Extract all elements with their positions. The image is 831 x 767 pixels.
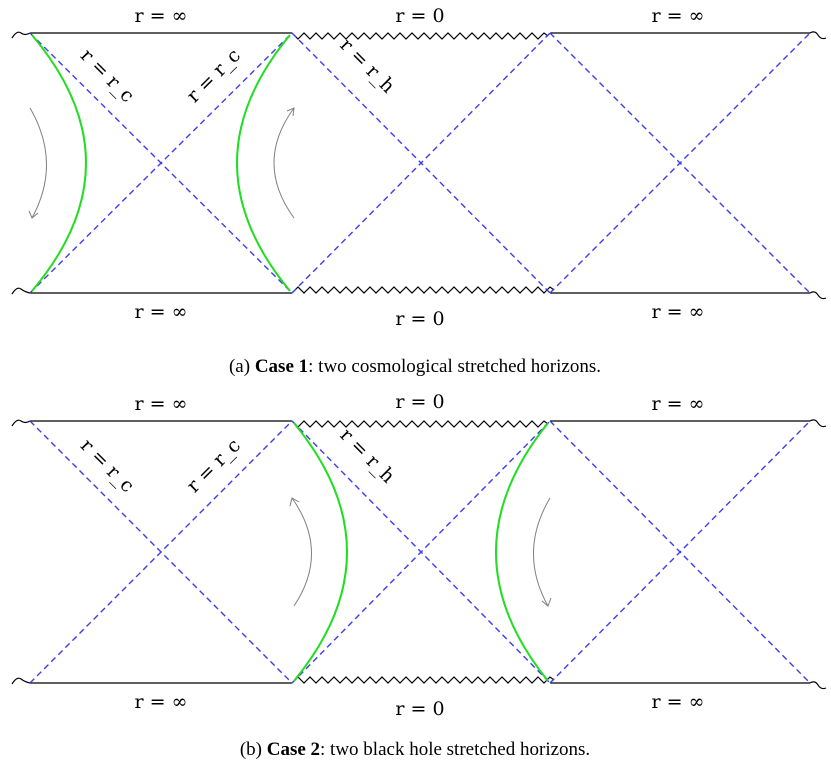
- stretched-horizons: [31, 34, 291, 292]
- stretched-horizon-right: [495, 422, 549, 682]
- top-label-left: r = ∞: [135, 393, 188, 415]
- horizon-label-rc-left: r = r_c: [76, 435, 138, 497]
- stretched-horizon-left: [293, 422, 348, 682]
- horizon-2: [29, 420, 293, 684]
- stretched-horizon-left: [31, 34, 87, 292]
- horizon-label-rh: r = r_h: [335, 34, 399, 98]
- top-left-wiggle: [11, 31, 31, 39]
- bottom-right-wiggle: [809, 291, 827, 300]
- top-boundary: [11, 31, 827, 40]
- flow-arrows: [289, 497, 552, 607]
- bottom-singularity-zigzag: [291, 286, 555, 294]
- horizon-lines: [29, 32, 811, 294]
- top-right-wiggle: [809, 31, 827, 40]
- bottom-right-wiggle: [809, 681, 827, 690]
- flow-arrow-right: [273, 107, 295, 219]
- top-right-wiggle: [809, 419, 827, 428]
- top-singularity-zigzag: [291, 420, 549, 428]
- horizon-6: [549, 420, 811, 684]
- top-label-center: r = 0: [395, 5, 444, 27]
- flow-arrows: [28, 107, 295, 219]
- top-label-right: r = ∞: [652, 393, 705, 415]
- flow-arrow-left: [29, 107, 47, 219]
- bottom-label-right: r = ∞: [652, 301, 705, 323]
- bottom-label-left: r = ∞: [135, 691, 188, 713]
- horizon-4: [291, 32, 551, 294]
- top-singularity-zigzag: [291, 32, 549, 40]
- bottom-left-wiggle: [11, 287, 31, 295]
- flow-arrow-left: [291, 497, 312, 607]
- bottom-label-left: r = ∞: [135, 301, 188, 323]
- stretched-horizon-right: [236, 34, 291, 292]
- horizon-label-rc-right: r = r_c: [183, 435, 245, 497]
- top-label-right: r = ∞: [652, 5, 705, 27]
- caption-a: (a) Case 1: two cosmological stretched h…: [229, 356, 601, 377]
- stretched-horizons: [293, 422, 549, 682]
- flow-arrow-right: [533, 497, 551, 607]
- top-label-left: r = ∞: [135, 5, 188, 27]
- top-left-wiggle: [11, 419, 31, 427]
- arrowhead-right: [541, 597, 552, 607]
- bottom-boundary: [11, 286, 827, 300]
- horizon-2: [29, 32, 293, 294]
- arrowhead-right: [286, 107, 295, 117]
- top-boundary: [11, 419, 827, 428]
- bottom-label-center: r = 0: [395, 698, 444, 720]
- arrowhead-left: [289, 497, 300, 507]
- bottom-left-wiggle: [11, 677, 31, 685]
- horizon-6: [549, 32, 811, 294]
- bottom-singularity-zigzag: [291, 676, 555, 684]
- arrowhead-left: [28, 210, 39, 219]
- bottom-label-right: r = ∞: [652, 691, 705, 713]
- bottom-boundary: [11, 676, 827, 690]
- horizon-4: [291, 420, 551, 684]
- horizon-lines: [29, 420, 811, 684]
- horizon-label-rh: r = r_h: [335, 424, 399, 488]
- caption-b: (b) Case 2: two black hole stretched hor…: [240, 739, 590, 760]
- top-label-center: r = 0: [395, 391, 444, 413]
- horizon-label-rc-right: r = r_c: [183, 45, 245, 107]
- horizon-label-rc-left: r = r_c: [76, 45, 138, 107]
- diagram-case-1: r = ∞ r = 0 r = ∞ r = ∞ r = 0 r = ∞ r = …: [11, 5, 827, 377]
- bottom-label-center: r = 0: [395, 308, 444, 330]
- diagram-case-2: r = ∞ r = 0 r = ∞ r = ∞ r = 0 r = ∞ r = …: [11, 391, 827, 760]
